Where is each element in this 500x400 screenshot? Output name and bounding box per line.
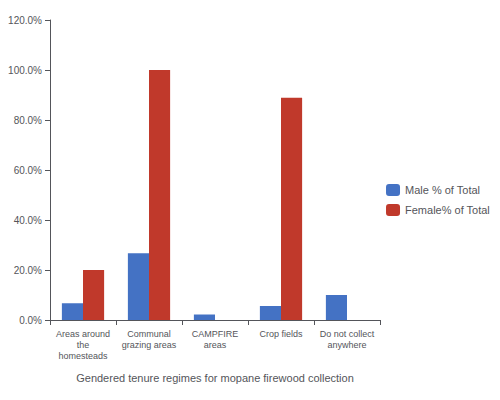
svg-text:60.0%: 60.0% [14, 165, 42, 176]
svg-text:the: the [77, 340, 90, 350]
svg-text:Areas around: Areas around [56, 329, 110, 339]
svg-text:grazing areas: grazing areas [122, 340, 177, 350]
svg-text:areas: areas [204, 340, 227, 350]
svg-text:Crop fields: Crop fields [259, 329, 303, 339]
svg-text:80.0%: 80.0% [14, 115, 42, 126]
svg-text:anywhere: anywhere [327, 340, 366, 350]
svg-text:Male % of Total: Male % of Total [405, 184, 480, 196]
svg-text:Female% of Total: Female% of Total [405, 204, 490, 216]
svg-text:40.0%: 40.0% [14, 215, 42, 226]
svg-text:homesteads: homesteads [58, 351, 108, 361]
svg-text:CAMPFIRE: CAMPFIRE [192, 329, 239, 339]
svg-text:Communal: Communal [127, 329, 171, 339]
svg-text:100.0%: 100.0% [8, 65, 42, 76]
svg-text:0.0%: 0.0% [19, 315, 42, 326]
svg-text:Gendered tenure regimes for mo: Gendered tenure regimes for mopane firew… [76, 372, 354, 384]
svg-text:Do not collect: Do not collect [320, 329, 375, 339]
svg-text:120.0%: 120.0% [8, 15, 42, 26]
svg-text:20.0%: 20.0% [14, 265, 42, 276]
